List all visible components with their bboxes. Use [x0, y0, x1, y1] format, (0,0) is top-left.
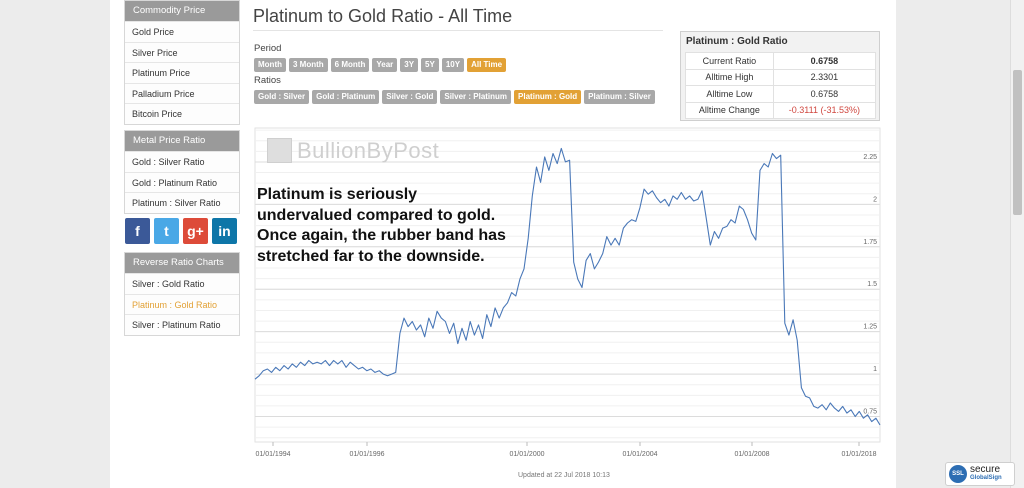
sidebar-item-gold-price[interactable]: Gold Price: [125, 21, 239, 42]
stats-label: Current Ratio: [685, 52, 774, 70]
watermark-logo-icon: [267, 138, 292, 163]
stats-label: Alltime High: [685, 68, 774, 86]
globalsign-secure-seal[interactable]: SSL secure GlobalSign: [945, 462, 1015, 486]
stats-table: Current Ratio 0.6758 Alltime High 2.3301 A…: [685, 52, 877, 119]
period-3y-button[interactable]: 3Y: [400, 58, 419, 72]
annotation-line: Once again, the rubber band has: [257, 227, 506, 244]
ratio-platinum-gold-button[interactable]: Platinum : Gold: [514, 90, 582, 104]
updated-timestamp: Updated at 22 Jul 2018 10:13: [518, 472, 610, 479]
table-row: Current Ratio 0.6758: [685, 52, 877, 70]
sidebar-item-gold-silver-ratio[interactable]: Gold : Silver Ratio: [125, 151, 239, 172]
sidebar-item-platinum-price[interactable]: Platinum Price: [125, 62, 239, 83]
secure-seal-line1: secure: [970, 464, 1001, 475]
stats-heading: Platinum : Gold Ratio: [686, 36, 788, 47]
ratio-platinum-silver-button[interactable]: Platinum : Silver: [584, 90, 655, 104]
sidebar-item-platinum-gold-ratio[interactable]: Platinum : Gold Ratio: [125, 293, 239, 314]
stats-value: 0.6758: [772, 52, 877, 70]
stats-label: Alltime Low: [685, 85, 774, 103]
reverse-ratio-panel-heading: Reverse Ratio Charts: [125, 253, 239, 273]
period-6-month-button[interactable]: 6 Month: [330, 58, 370, 72]
watermark-text: BullionByPost: [297, 138, 440, 163]
ratios-label: Ratios: [254, 75, 281, 86]
page-title: Platinum to Gold Ratio - All Time: [253, 6, 513, 26]
commodity-panel: Commodity Price Charts Gold Price Silver…: [124, 0, 240, 125]
period-label: Period: [254, 43, 282, 54]
chart-annotation: Platinum is seriously undervalued compar…: [257, 185, 557, 267]
google-plus-icon[interactable]: g+: [183, 218, 208, 244]
period-month-button[interactable]: Month: [254, 58, 286, 72]
stats-value: 0.6758: [772, 85, 877, 103]
period-10y-button[interactable]: 10Y: [441, 58, 465, 72]
sidebar-item-silver-price[interactable]: Silver Price: [125, 41, 239, 62]
stats-label: Alltime Change: [685, 101, 774, 119]
stats-value: 2.3301: [772, 68, 877, 86]
reverse-ratio-panel: Reverse Ratio Charts Silver : Gold Ratio…: [124, 252, 240, 336]
sidebar-item-platinum-silver-ratio[interactable]: Platinum : Silver Ratio: [125, 192, 239, 213]
metal-ratio-panel: Metal Price Ratio Charts Gold : Silver R…: [124, 130, 240, 214]
ratio-silver-gold-button[interactable]: Silver : Gold: [382, 90, 438, 104]
scrollbar[interactable]: [1010, 0, 1024, 488]
period-3-month-button[interactable]: 3 Month: [289, 58, 328, 72]
ssl-lock-icon: SSL: [949, 465, 967, 483]
ratio-buttons: Gold : Silver Gold : Platinum Silver : G…: [254, 90, 655, 104]
table-row: Alltime Change -0.3111 (-31.53%): [685, 101, 877, 119]
period-year-button[interactable]: Year: [372, 58, 398, 72]
annotation-line: undervalued compared to gold.: [257, 206, 496, 224]
scroll-thumb[interactable]: [1013, 70, 1022, 215]
secure-seal-line2: GlobalSign: [970, 475, 1002, 481]
period-5y-button[interactable]: 5Y: [421, 58, 439, 72]
commodity-panel-heading: Commodity Price Charts: [125, 1, 239, 36]
period-all-time-button[interactable]: All Time: [467, 58, 507, 72]
sidebar-item-silver-platinum-ratio[interactable]: Silver : Platinum Ratio: [125, 314, 239, 335]
sidebar-item-bitcoin-price[interactable]: Bitcoin Price: [125, 103, 239, 124]
ratio-silver-platinum-button[interactable]: Silver : Platinum: [440, 90, 512, 104]
linkedin-icon[interactable]: in: [212, 218, 237, 244]
facebook-icon[interactable]: f: [125, 218, 150, 244]
ratio-gold-platinum-button[interactable]: Gold : Platinum: [312, 90, 380, 104]
annotation-line: Platinum is seriously: [257, 186, 418, 203]
table-row: Alltime Low 0.6758: [685, 85, 877, 103]
period-buttons: Month 3 Month 6 Month Year 3Y 5Y 10Y All…: [254, 58, 507, 72]
stats-value-change: -0.3111 (-31.53%): [772, 101, 877, 119]
annotation-line: stretched far to the downside.: [257, 247, 485, 265]
sidebar-item-gold-platinum-ratio[interactable]: Gold : Platinum Ratio: [125, 171, 239, 192]
sidebar-item-palladium-price[interactable]: Palladium Price: [125, 82, 239, 103]
table-row: Alltime High 2.3301: [685, 68, 877, 86]
social-buttons: f t g+ in: [125, 218, 237, 244]
sidebar-item-silver-gold-ratio[interactable]: Silver : Gold Ratio: [125, 273, 239, 294]
title-divider: [253, 30, 663, 31]
twitter-icon[interactable]: t: [154, 218, 179, 244]
metal-ratio-panel-heading: Metal Price Ratio Charts: [125, 131, 239, 166]
ratio-gold-silver-button[interactable]: Gold : Silver: [254, 90, 310, 104]
ratio-stats-box: Platinum : Gold Ratio Current Ratio 0.675…: [680, 31, 880, 121]
